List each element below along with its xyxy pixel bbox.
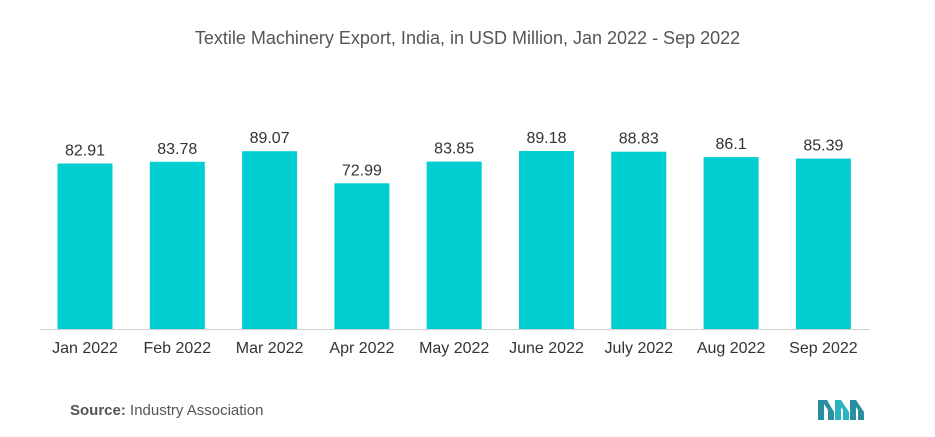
data-label: 72.99 (342, 162, 382, 179)
bar-may-2022 (426, 161, 482, 329)
data-label: 89.07 (250, 130, 290, 147)
bar-feb-2022 (149, 161, 205, 329)
data-label: 83.85 (434, 141, 474, 158)
bar-jan-2022 (57, 163, 113, 329)
x-tick-label: July 2022 (605, 340, 674, 357)
data-label: 82.91 (65, 143, 105, 160)
data-label: 89.18 (526, 130, 566, 147)
bar-mar-2022 (242, 151, 298, 329)
x-tick-label: Aug 2022 (697, 340, 766, 357)
data-label: 85.39 (803, 138, 843, 155)
x-tick-label: Mar 2022 (236, 340, 304, 357)
bar-chart: 82.91 Jan 2022 83.78 Feb 2022 89.07 Mar 2022 7… (40, 130, 870, 357)
source-label: Source: (70, 402, 126, 419)
data-label: 86.1 (716, 136, 747, 153)
source-note: Source: Industry Association (70, 402, 263, 419)
bar-july-2022 (611, 151, 667, 329)
x-tick-label: Jan 2022 (52, 340, 118, 357)
bar-june-2022 (519, 151, 574, 329)
x-tick-label: June 2022 (509, 340, 584, 357)
x-tick-label: Feb 2022 (143, 340, 211, 357)
bar-aug-2022 (703, 157, 759, 329)
bar-sep-2022 (795, 158, 851, 329)
chart-title: Textile Machinery Export, India, in USD … (194, 28, 741, 48)
data-label: 83.78 (157, 141, 197, 158)
x-tick-label: Apr 2022 (329, 340, 394, 357)
mordor-logo-icon (818, 400, 864, 420)
x-tick-label: Sep 2022 (789, 340, 858, 357)
bar-apr-2022 (334, 183, 390, 329)
source-text: Industry Association (130, 402, 264, 419)
x-tick-label: May 2022 (419, 340, 489, 357)
data-label: 88.83 (619, 131, 659, 148)
